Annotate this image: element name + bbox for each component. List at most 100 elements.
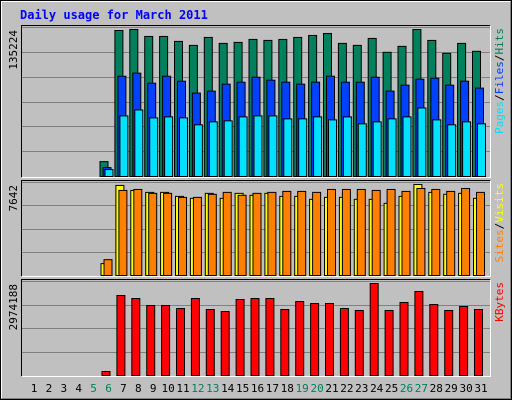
bar: [372, 121, 382, 177]
legend-entry: KBytes: [493, 282, 506, 322]
bar: [163, 192, 173, 276]
legend-separator: /: [493, 94, 506, 101]
x-tick-label: 3: [60, 382, 67, 395]
bar: [357, 123, 367, 177]
bar: [399, 301, 409, 377]
x-tick-label: 2: [46, 382, 53, 395]
bar: [190, 298, 200, 377]
bar: [310, 303, 320, 376]
bar: [179, 117, 188, 177]
bar: [447, 124, 457, 177]
bar: [118, 189, 128, 276]
bar: [476, 191, 485, 277]
bar: [283, 118, 293, 177]
bar: [461, 187, 471, 277]
y-tick-label: 2974188: [7, 284, 20, 330]
x-tick-label: 30: [459, 382, 472, 395]
bar: [444, 309, 454, 377]
bar: [417, 107, 427, 177]
legend-entry: Hits: [493, 28, 506, 55]
x-tick-label: 29: [445, 382, 458, 395]
bar: [208, 121, 218, 177]
bar: [133, 188, 143, 276]
legend: Pages/Files/Hits: [493, 28, 506, 134]
bar: [148, 192, 158, 276]
bar: [253, 115, 263, 177]
bar: [414, 290, 424, 376]
bar: [268, 115, 278, 177]
bar: [402, 116, 412, 177]
x-tick-label: 7: [120, 382, 127, 395]
legend-entry: Pages: [493, 101, 506, 134]
bar: [474, 309, 483, 376]
bar: [328, 119, 337, 177]
bevel: [21, 25, 491, 178]
bar: [103, 259, 113, 277]
bar: [431, 188, 441, 276]
x-tick-label: 15: [236, 382, 249, 395]
x-tick-label: 4: [75, 382, 82, 395]
bar: [223, 120, 233, 177]
x-tick-label: 24: [370, 382, 384, 395]
x-tick-label: 8: [135, 382, 142, 395]
chart-title: Daily usage for March 2011: [20, 8, 208, 22]
bar: [101, 370, 111, 377]
x-tick-label: 13: [206, 382, 219, 395]
bar: [312, 191, 322, 277]
x-tick-label: 26: [400, 382, 413, 395]
bevel: [21, 180, 491, 277]
bevel: [21, 279, 491, 377]
legend-separator: /: [493, 223, 506, 230]
bar: [176, 307, 185, 376]
bar: [282, 190, 292, 276]
bar: [429, 304, 439, 377]
bar: [356, 188, 366, 276]
bar: [297, 190, 307, 276]
bar: [416, 187, 426, 277]
x-tick-label: 31: [474, 382, 487, 395]
bar: [149, 117, 159, 177]
bar: [220, 310, 230, 376]
bevel: [21, 25, 491, 178]
x-tick-label: 19: [296, 382, 309, 395]
bevel: [21, 180, 491, 277]
bar: [250, 298, 260, 377]
y-tick-label: 135224: [7, 30, 20, 70]
x-tick-label: 9: [150, 382, 157, 395]
bar: [131, 298, 141, 377]
bar: [401, 190, 411, 276]
bar: [477, 123, 486, 177]
bar: [235, 298, 245, 377]
x-tick-label: 27: [415, 382, 428, 395]
bar: [369, 282, 379, 376]
legend-separator: /: [493, 55, 506, 62]
bar: [280, 309, 290, 376]
bar: [267, 191, 277, 277]
bar: [371, 189, 381, 276]
bar: [313, 116, 323, 177]
x-tick-label: 1: [31, 382, 38, 395]
bar: [265, 298, 275, 377]
bar: [104, 169, 114, 177]
bar: [238, 116, 248, 177]
bar: [207, 193, 217, 276]
bar: [119, 115, 129, 177]
x-tick-label: 5: [90, 382, 97, 395]
bar: [432, 119, 442, 177]
x-tick-label: 10: [161, 382, 174, 395]
bar: [339, 307, 349, 376]
bar: [178, 196, 187, 276]
x-tick-label: 16: [251, 382, 264, 395]
bar: [459, 306, 469, 376]
x-tick-label: 25: [385, 382, 398, 395]
bar: [252, 192, 262, 276]
x-tick-label: 22: [340, 382, 353, 395]
bar: [222, 191, 232, 277]
x-tick-label: 20: [310, 382, 323, 395]
x-tick-label: 21: [325, 382, 338, 395]
bar: [193, 124, 203, 177]
bar: [116, 295, 126, 377]
